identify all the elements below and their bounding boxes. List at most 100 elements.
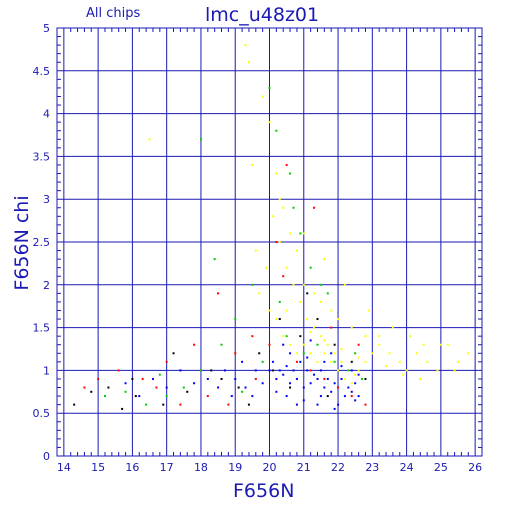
x-tick-label: 20	[263, 461, 277, 474]
chart-subtitle: All chips	[86, 6, 141, 21]
data-point	[275, 318, 278, 321]
data-point	[309, 369, 312, 372]
data-point	[354, 399, 357, 402]
data-point	[354, 382, 357, 385]
data-point	[121, 407, 124, 410]
y-tick-label: 3.5	[33, 150, 51, 163]
data-point	[302, 283, 305, 286]
y-tick-label: 4.5	[33, 65, 51, 78]
data-point	[367, 309, 370, 312]
data-point	[258, 352, 261, 355]
data-point	[364, 335, 367, 338]
data-point	[295, 360, 298, 363]
x-tick-label: 18	[194, 461, 208, 474]
data-point	[299, 360, 302, 363]
data-point	[261, 360, 264, 363]
data-point	[316, 403, 319, 406]
data-point	[131, 377, 134, 380]
y-tick-label: 1	[43, 364, 50, 377]
data-point	[158, 373, 161, 376]
data-point	[247, 61, 250, 64]
data-point	[251, 163, 254, 166]
data-point	[337, 403, 340, 406]
data-point	[323, 377, 326, 380]
data-point	[306, 369, 309, 372]
data-point	[285, 266, 288, 269]
data-point	[285, 395, 288, 398]
data-point	[302, 399, 305, 402]
data-point	[426, 360, 429, 363]
data-point	[333, 352, 336, 355]
data-point	[364, 403, 367, 406]
data-point	[278, 198, 281, 201]
data-point	[302, 386, 305, 389]
data-point	[268, 121, 271, 124]
data-point	[289, 352, 292, 355]
data-point	[237, 386, 240, 389]
y-tick-label: 2.5	[33, 236, 51, 249]
data-point	[326, 292, 329, 295]
data-point	[323, 352, 326, 355]
data-point	[313, 206, 316, 209]
data-point	[302, 343, 305, 346]
data-point	[134, 395, 137, 398]
x-tick-label: 26	[468, 461, 482, 474]
data-point	[357, 343, 360, 346]
data-point	[316, 318, 319, 321]
data-point	[337, 318, 340, 321]
data-point	[278, 369, 281, 372]
data-point	[213, 258, 216, 261]
x-tick-label: 17	[160, 461, 174, 474]
data-point	[326, 377, 329, 380]
data-point	[244, 386, 247, 389]
data-point	[330, 326, 333, 329]
data-point	[124, 390, 127, 393]
data-point	[364, 360, 367, 363]
data-point	[357, 373, 360, 376]
data-point	[285, 365, 288, 368]
data-point	[333, 360, 336, 363]
data-point	[155, 386, 158, 389]
data-point	[350, 382, 353, 385]
data-point	[268, 86, 271, 89]
data-point	[343, 377, 346, 380]
data-point	[271, 215, 274, 218]
data-point	[275, 129, 278, 132]
data-point	[405, 369, 408, 372]
data-point	[220, 343, 223, 346]
data-point	[182, 386, 185, 389]
data-point	[247, 403, 250, 406]
data-point	[285, 163, 288, 166]
data-point	[378, 343, 381, 346]
data-point	[295, 249, 298, 252]
data-point	[282, 343, 285, 346]
data-point	[457, 360, 460, 363]
y-tick-label: 1.5	[33, 322, 51, 335]
data-point	[333, 343, 336, 346]
data-point	[299, 300, 302, 303]
data-point	[261, 382, 264, 385]
data-point	[278, 300, 281, 303]
data-point	[313, 292, 316, 295]
data-point	[357, 369, 360, 372]
data-point	[330, 352, 333, 355]
data-point	[254, 249, 257, 252]
data-point	[289, 382, 292, 385]
data-point	[268, 343, 271, 346]
data-point	[292, 206, 295, 209]
data-point	[364, 377, 367, 380]
data-point	[165, 386, 168, 389]
x-tick-label: 16	[125, 461, 139, 474]
data-point	[337, 369, 340, 372]
data-point	[251, 335, 254, 338]
data-point	[179, 369, 182, 372]
data-point	[145, 403, 148, 406]
data-point	[316, 377, 319, 380]
data-point	[323, 386, 326, 389]
data-point	[275, 377, 278, 380]
data-point	[436, 369, 439, 372]
data-point	[316, 360, 319, 363]
data-point	[343, 283, 346, 286]
data-point	[151, 377, 154, 380]
data-point	[319, 283, 322, 286]
